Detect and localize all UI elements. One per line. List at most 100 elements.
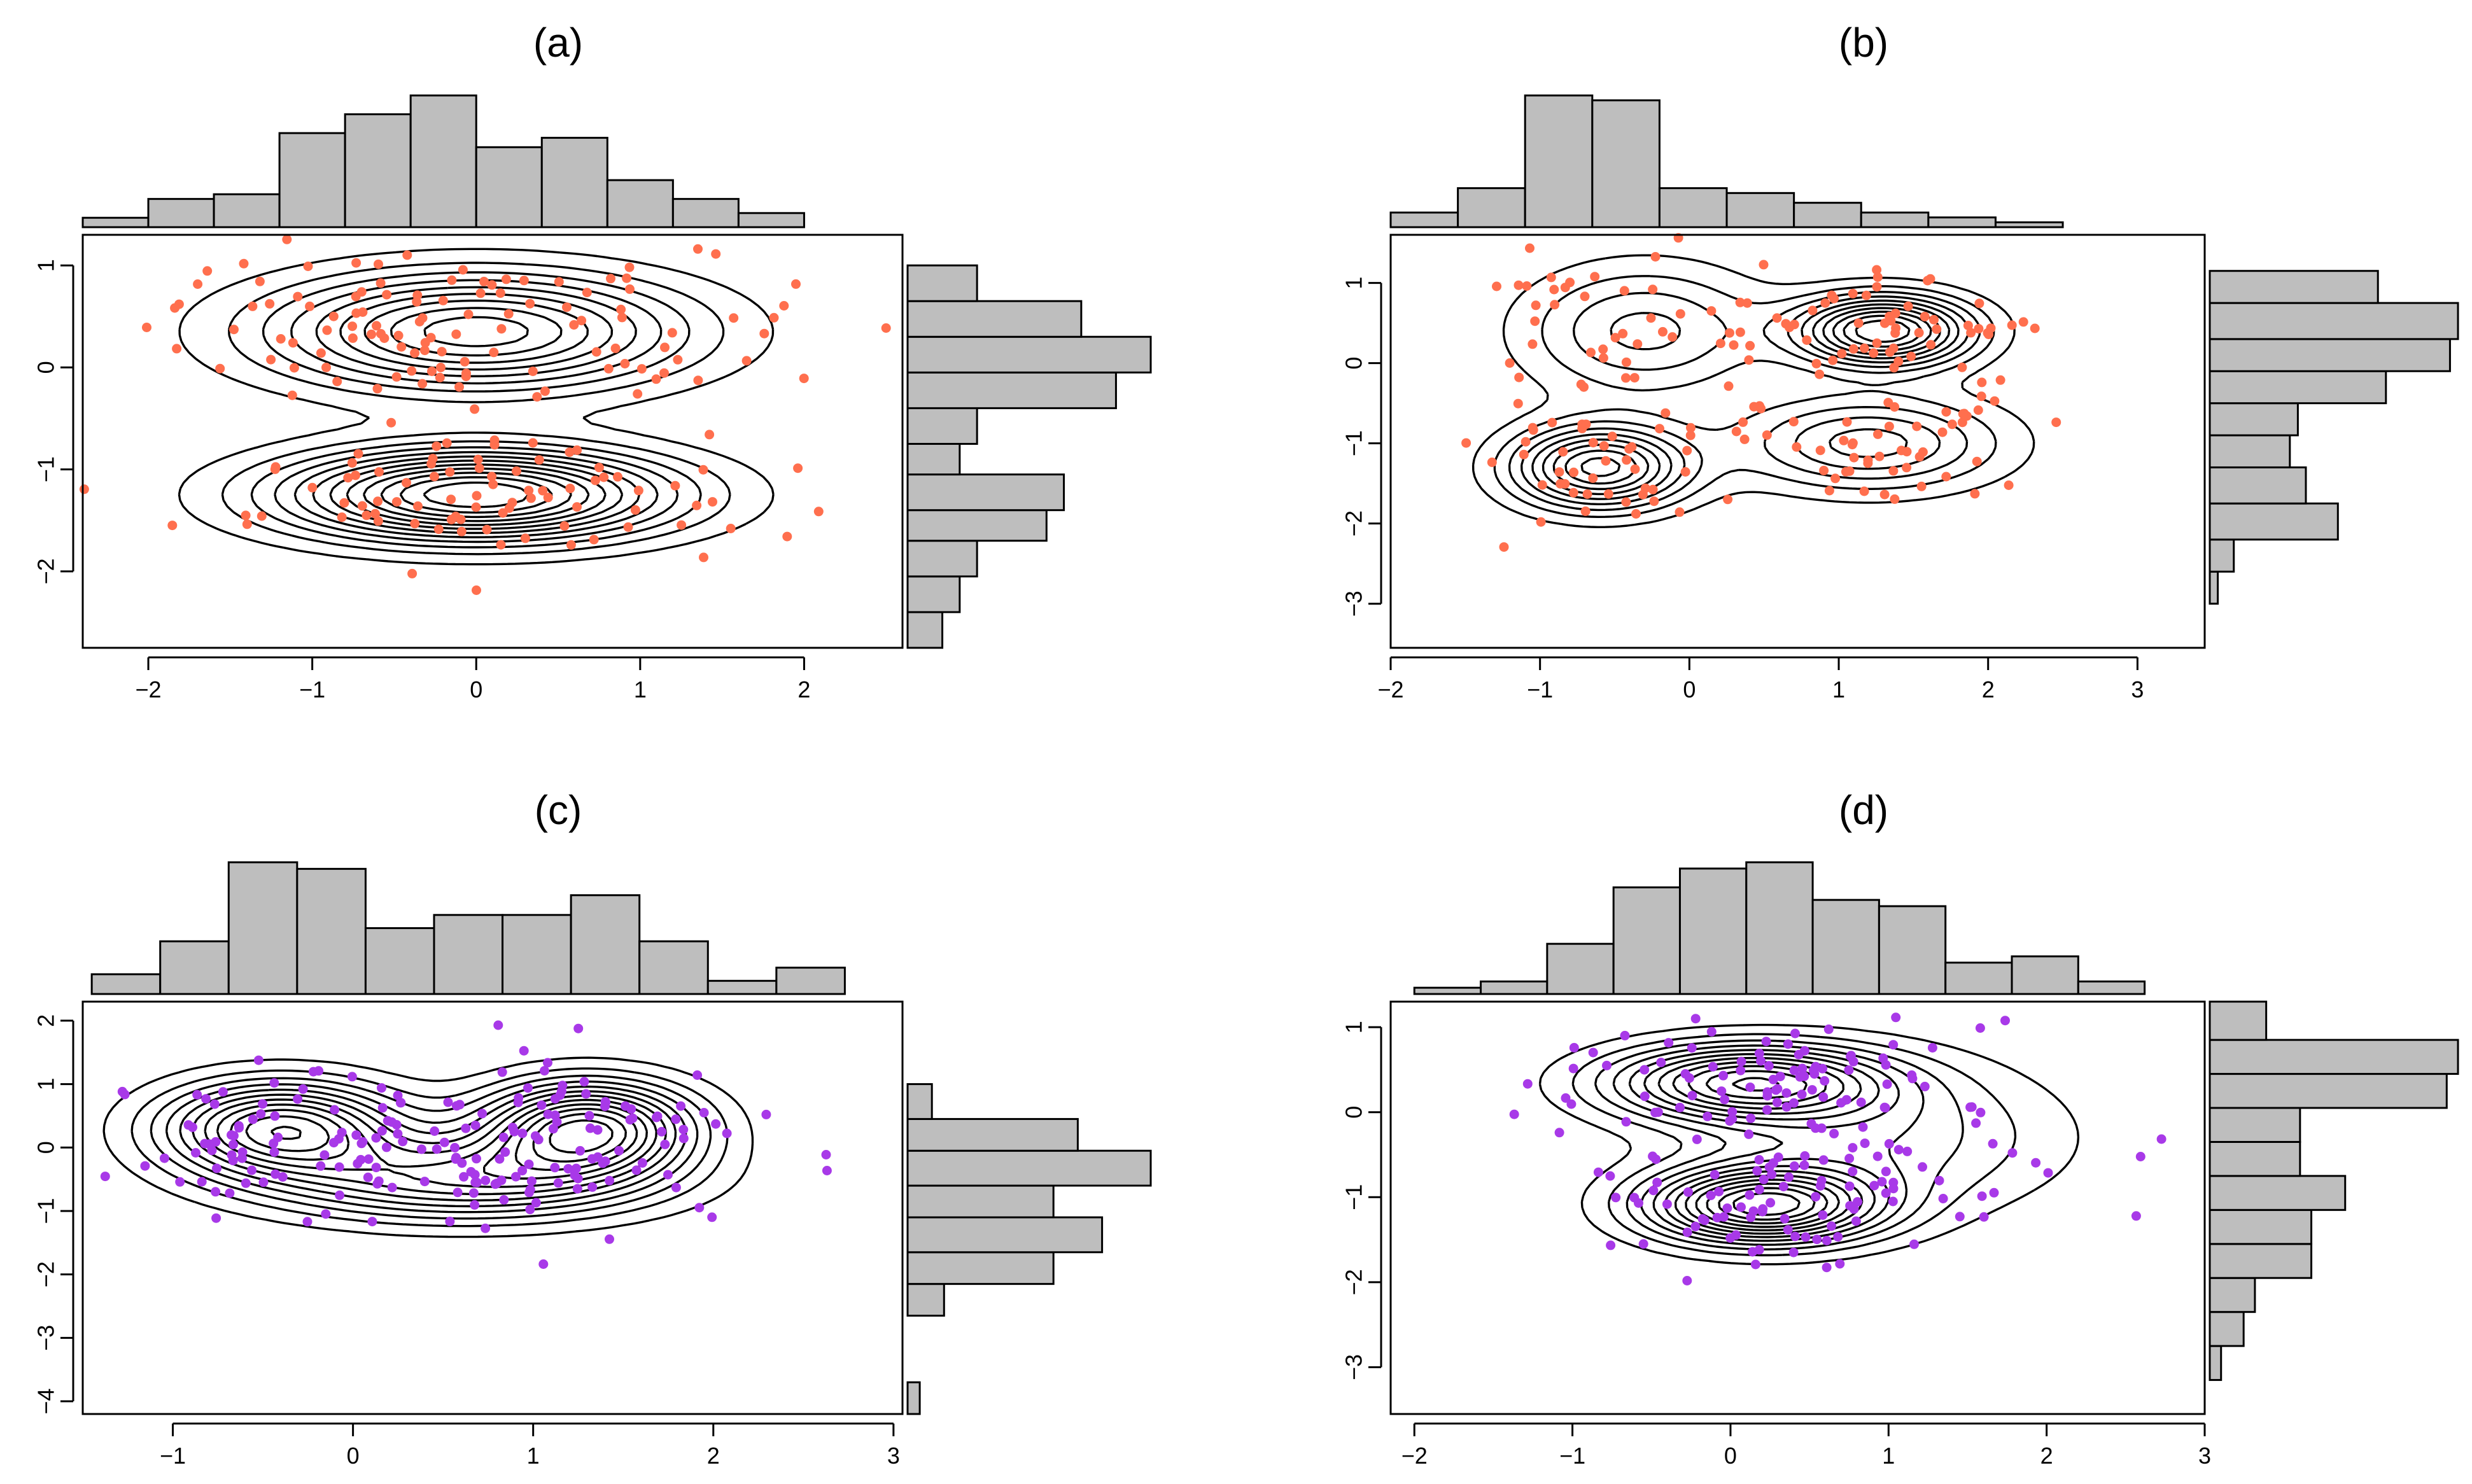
data-point <box>1974 324 1984 334</box>
histogram-bar <box>1480 980 1549 995</box>
data-point <box>540 386 550 396</box>
contour-line <box>293 286 659 538</box>
data-point <box>1808 305 1818 316</box>
data-point <box>584 1110 594 1121</box>
data-point <box>1499 542 1509 552</box>
contour-line <box>1538 1023 2080 1266</box>
data-point <box>1849 452 1859 463</box>
data-point <box>337 1128 347 1138</box>
data-point <box>1853 1197 1862 1207</box>
data-point <box>1580 291 1590 302</box>
data-point <box>1606 1240 1616 1250</box>
data-point <box>471 502 481 512</box>
contour-line <box>423 481 530 508</box>
data-point <box>1714 1187 1724 1196</box>
histogram-bar <box>1994 221 2064 228</box>
histogram-bar <box>906 1117 1079 1152</box>
data-point <box>1530 316 1540 326</box>
data-point <box>1884 421 1894 431</box>
data-point <box>782 531 792 542</box>
data-point <box>525 1205 535 1215</box>
data-point <box>1844 1181 1855 1191</box>
histogram-bar <box>2209 302 2459 340</box>
data-point <box>487 472 497 482</box>
data-point <box>1650 252 1661 262</box>
data-point <box>1505 358 1515 368</box>
data-point <box>1736 1202 1746 1212</box>
data-point <box>610 343 621 353</box>
histogram-bar <box>906 264 978 302</box>
data-point <box>579 1077 589 1087</box>
data-point <box>495 1154 505 1164</box>
data-point <box>603 363 614 374</box>
data-point <box>1682 1276 1692 1285</box>
data-point <box>1986 323 1996 333</box>
data-point <box>572 502 582 512</box>
data-point <box>606 274 615 284</box>
data-point <box>1745 340 1755 351</box>
data-point <box>256 511 267 521</box>
data-point <box>377 1103 388 1113</box>
y-tick-label: 0 <box>33 361 59 374</box>
histogram-bar <box>2209 1039 2459 1075</box>
data-point <box>1618 328 1628 339</box>
data-point <box>569 320 579 330</box>
y-tick-label: 1 <box>1341 277 1367 290</box>
data-point <box>663 1170 673 1180</box>
data-point <box>660 342 670 353</box>
data-point <box>591 347 601 357</box>
data-point <box>1926 340 1936 350</box>
data-point <box>1881 1188 1891 1198</box>
data-point <box>1811 1123 1820 1133</box>
data-point <box>472 585 481 595</box>
data-point <box>573 1173 583 1184</box>
plot-frame <box>81 1000 904 1415</box>
histogram-bar <box>147 198 215 228</box>
data-point <box>540 1066 549 1076</box>
data-point <box>1772 1097 1782 1107</box>
data-point <box>769 312 779 323</box>
data-point <box>524 486 534 496</box>
data-point <box>791 279 801 289</box>
data-point <box>253 1055 263 1065</box>
histogram-bar <box>906 575 961 613</box>
histogram-bar <box>1811 899 1880 995</box>
y-axis: −3 −2 −1 0 1 <box>1341 277 1382 617</box>
scatter-points <box>79 234 891 595</box>
scatter-points <box>1461 233 2061 552</box>
data-point <box>1759 260 1769 270</box>
data-point <box>1603 489 1613 499</box>
data-point <box>1902 463 1912 473</box>
data-point <box>458 265 468 275</box>
histogram-bar <box>2209 434 2291 468</box>
data-point <box>374 467 384 477</box>
data-point <box>474 463 484 473</box>
data-point <box>1847 440 1857 450</box>
data-point <box>445 467 455 477</box>
data-point <box>605 1234 614 1244</box>
data-point <box>435 372 445 382</box>
data-point <box>1759 1174 1769 1184</box>
data-point <box>517 1128 528 1138</box>
data-point <box>1902 1146 1913 1156</box>
histogram-bar <box>1860 211 1930 228</box>
data-point <box>1781 319 1791 329</box>
histogram-bar <box>2209 1208 2313 1245</box>
data-point <box>386 417 397 428</box>
data-point <box>277 1172 288 1182</box>
plot-frame <box>81 234 904 649</box>
histogram-bar <box>706 979 778 995</box>
data-point <box>533 1135 544 1145</box>
data-point <box>1513 398 1523 409</box>
histogram-bar <box>1389 211 1459 228</box>
data-point <box>472 491 482 501</box>
data-point <box>316 348 326 358</box>
data-point <box>1664 1038 1674 1048</box>
histogram-bar <box>906 1184 1055 1219</box>
data-point <box>593 1125 603 1135</box>
histogram-bar <box>2209 270 2379 304</box>
y-tick-label: 1 <box>33 259 59 272</box>
data-point <box>1860 1138 1870 1149</box>
data-point <box>332 377 342 386</box>
data-point <box>1631 509 1641 519</box>
